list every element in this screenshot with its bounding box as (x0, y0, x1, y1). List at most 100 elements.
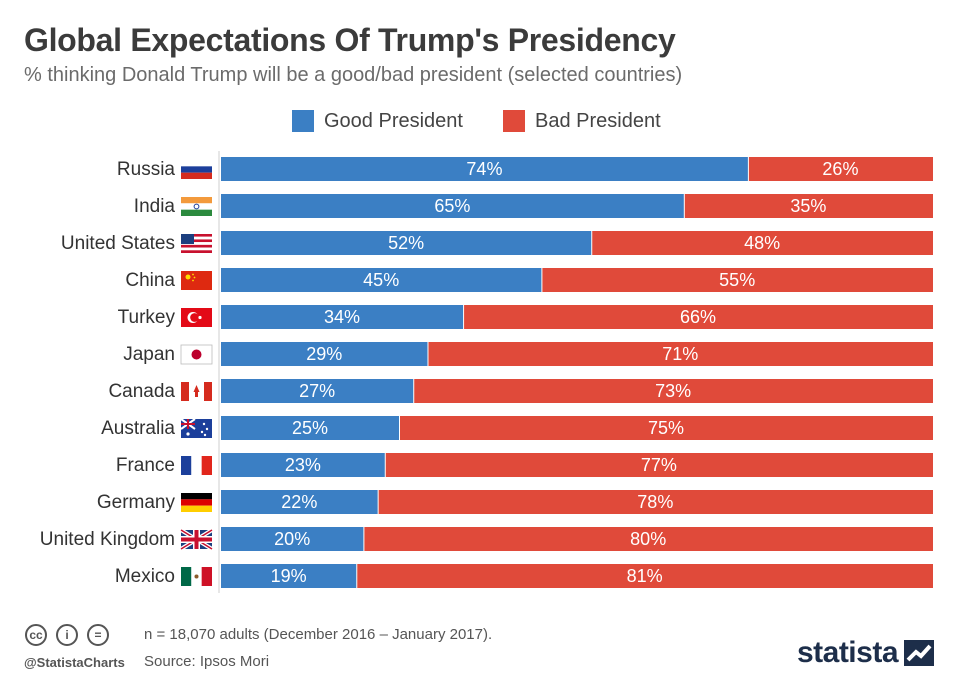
flag-part (193, 203, 200, 210)
flag-part (181, 236, 212, 240)
creative-commons-icon: cc (25, 624, 47, 646)
data-label-bad: 75% (648, 418, 684, 438)
flag-part (181, 160, 212, 167)
flag-part (181, 234, 194, 244)
category-label: Russia (117, 159, 176, 180)
bar-bad (464, 305, 933, 329)
bar-good (221, 379, 414, 403)
bar-bad (428, 342, 933, 366)
bar-good (221, 416, 399, 440)
category-label: United States (61, 233, 175, 254)
bar-bad (385, 453, 933, 477)
germany-flag-icon (181, 493, 212, 512)
chart-title: Global Expectations Of Trump's Presidenc… (24, 22, 676, 58)
data-label-good: 34% (324, 307, 360, 327)
flag-part (201, 567, 212, 586)
data-label-good: 22% (281, 492, 317, 512)
flag-part (181, 244, 212, 248)
flag-part (181, 197, 212, 204)
flag-part (201, 456, 212, 475)
bar-bad (684, 194, 933, 218)
flag-part (192, 279, 194, 282)
flag-part (190, 313, 200, 322)
data-label-good: 23% (285, 455, 321, 475)
flag-part (193, 276, 196, 279)
usa-flag-icon (181, 234, 212, 253)
legend-label-good: Good President (324, 109, 463, 132)
data-label-good: 74% (466, 159, 502, 179)
china-flag-icon (181, 271, 212, 290)
bar-bad (378, 490, 933, 514)
data-label-good: 45% (363, 270, 399, 290)
flag-part (181, 567, 192, 586)
legend: Good President Bad President (292, 108, 701, 134)
statista-logo: statista (797, 636, 934, 670)
data-label-bad: 66% (680, 307, 716, 327)
category-label: Japan (123, 344, 175, 365)
flag-part (181, 203, 212, 210)
data-label-bad: 81% (627, 566, 663, 586)
flag-part (181, 247, 212, 251)
flag-part (181, 250, 212, 253)
bar-bad (400, 416, 933, 440)
australia-flag-icon (180, 418, 212, 438)
flag-part (205, 427, 209, 431)
data-label-good: 25% (292, 418, 328, 438)
flag-part (181, 166, 212, 173)
bar-good (221, 564, 357, 588)
category-label: Turkey (118, 307, 176, 328)
bar-bad (748, 157, 933, 181)
category-label: Canada (108, 381, 175, 402)
data-label-bad: 26% (822, 159, 858, 179)
uk-flag-icon (179, 528, 214, 551)
chart-subtitle: % thinking Donald Trump will be a good/b… (24, 64, 683, 86)
flag-part (191, 456, 202, 475)
russia-flag-icon (181, 160, 212, 179)
data-label-bad: 77% (641, 455, 677, 475)
data-label-good: 27% (299, 381, 335, 401)
bar-good (221, 453, 385, 477)
source-note: Source: Ipsos Mori (144, 653, 270, 670)
india-flag-icon (181, 197, 212, 216)
flag-part (193, 385, 200, 397)
data-label-good: 52% (388, 233, 424, 253)
flag-part (181, 382, 189, 401)
bar-good (221, 268, 542, 292)
flag-part (203, 433, 207, 437)
license-icons: cc i = (25, 624, 118, 646)
category-label: Australia (101, 418, 175, 439)
legend-swatch-bad (502, 110, 525, 132)
flag-part (181, 172, 212, 179)
bar-bad (364, 527, 933, 551)
flag-part (181, 505, 212, 512)
bar-bad (542, 268, 933, 292)
sample-note: n = 18,070 adults (December 2016 – Janua… (144, 626, 493, 643)
france-flag-icon (181, 456, 212, 475)
brand-name: statista (796, 636, 899, 669)
bar-good (221, 231, 592, 255)
bar-bad (414, 379, 933, 403)
turkey-flag-icon (181, 308, 212, 327)
data-label-bad: 48% (744, 233, 780, 253)
category-label: United Kingdom (40, 529, 175, 550)
data-label-bad: 71% (662, 344, 698, 364)
data-label-bad: 55% (719, 270, 755, 290)
data-label-bad: 35% (790, 196, 826, 216)
category-label: Mexico (115, 566, 175, 587)
bar-good (221, 194, 684, 218)
statista-logo-icon (904, 640, 934, 666)
attribution-icon: i (56, 624, 78, 646)
flag-part (181, 209, 212, 216)
bar-bad (357, 564, 933, 588)
flag-part (186, 432, 190, 436)
bar-good (221, 157, 748, 181)
canada-flag-icon (181, 382, 212, 401)
data-label-good: 29% (306, 344, 342, 364)
mexico-flag-icon (181, 567, 212, 586)
flag-part (194, 574, 199, 579)
flag-part (181, 537, 212, 542)
category-label: India (134, 196, 176, 217)
no-derivatives-icon: = (87, 624, 109, 646)
bar-good (221, 527, 364, 551)
